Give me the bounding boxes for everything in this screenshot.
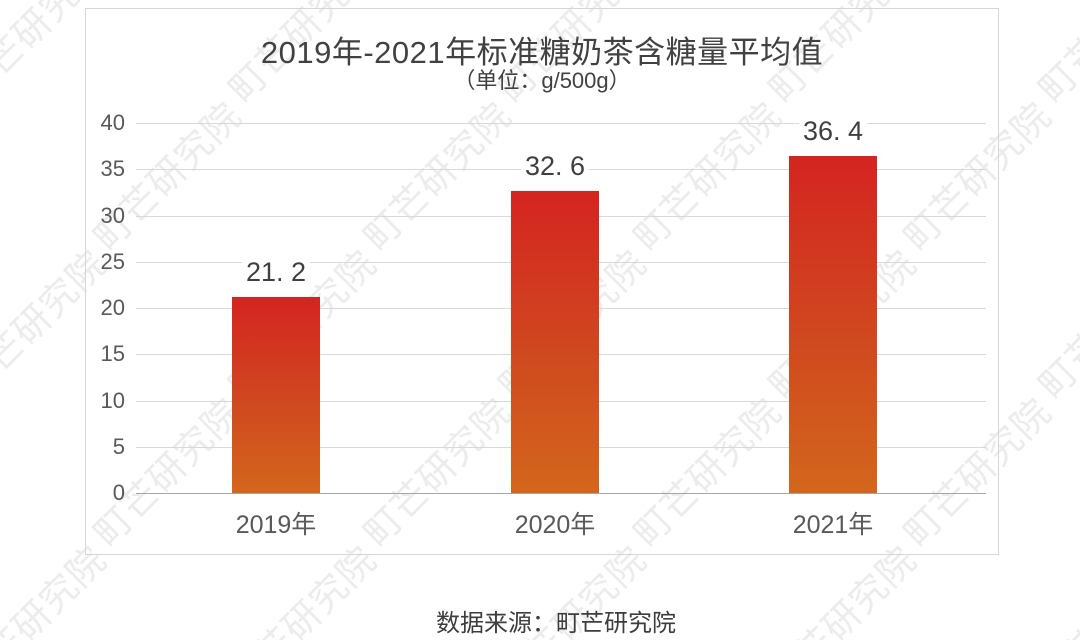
y-axis-tick-label: 30 (100, 202, 125, 228)
y-axis-tick-label: 20 (100, 295, 125, 320)
data-source-note: 数据来源：町芒研究院 (436, 610, 676, 637)
watermark-text: 町芒研究院 (1030, 0, 1080, 111)
x-axis-category-label: 2019年 (235, 511, 317, 539)
y-axis-tick-label: 40 (100, 110, 125, 135)
bar-value-label: 36. 4 (798, 116, 868, 147)
gridline (136, 123, 986, 124)
y-axis-tick-label: 25 (100, 248, 125, 274)
chart-subtitle: （单位：g/500g） (453, 68, 631, 93)
x-axis-line (136, 493, 986, 494)
bar-2020年 (511, 191, 599, 493)
plot-area: 0 5 10 15 20 25 30 35 40 21. 2 2019年 32. 6 2020年 36. … (86, 9, 998, 554)
watermark-text: 町芒研究院 (1030, 538, 1080, 640)
bar-value-label: 21. 2 (241, 256, 311, 287)
x-axis-category-label: 2020年 (514, 511, 596, 539)
bar-value-label-wrap: 32. 6 (485, 151, 625, 182)
chart-panel: 2019年-2021年标准糖奶茶含糖量平均值 （单位：g/500g） 0 5 10 1… (85, 8, 999, 555)
y-axis-tick-label: 10 (100, 387, 125, 413)
chart-title: 2019年-2021年标准糖奶茶含糖量平均值 (260, 35, 824, 70)
bar-2019年 (232, 296, 320, 493)
y-axis-tick-label: 0 (112, 480, 125, 505)
bar-2021年 (789, 156, 877, 493)
bar-value-label: 32. 6 (520, 151, 590, 182)
bar-value-label-wrap: 36. 4 (763, 116, 903, 147)
x-axis-category-label: 2021年 (792, 511, 874, 539)
y-axis-tick-label: 35 (100, 156, 125, 182)
watermark-text: 町芒研究院 (1030, 242, 1080, 407)
bar-value-label-wrap: 21. 2 (206, 256, 346, 287)
y-axis-tick-label: 15 (100, 341, 125, 367)
y-axis-tick-label: 5 (112, 433, 125, 459)
